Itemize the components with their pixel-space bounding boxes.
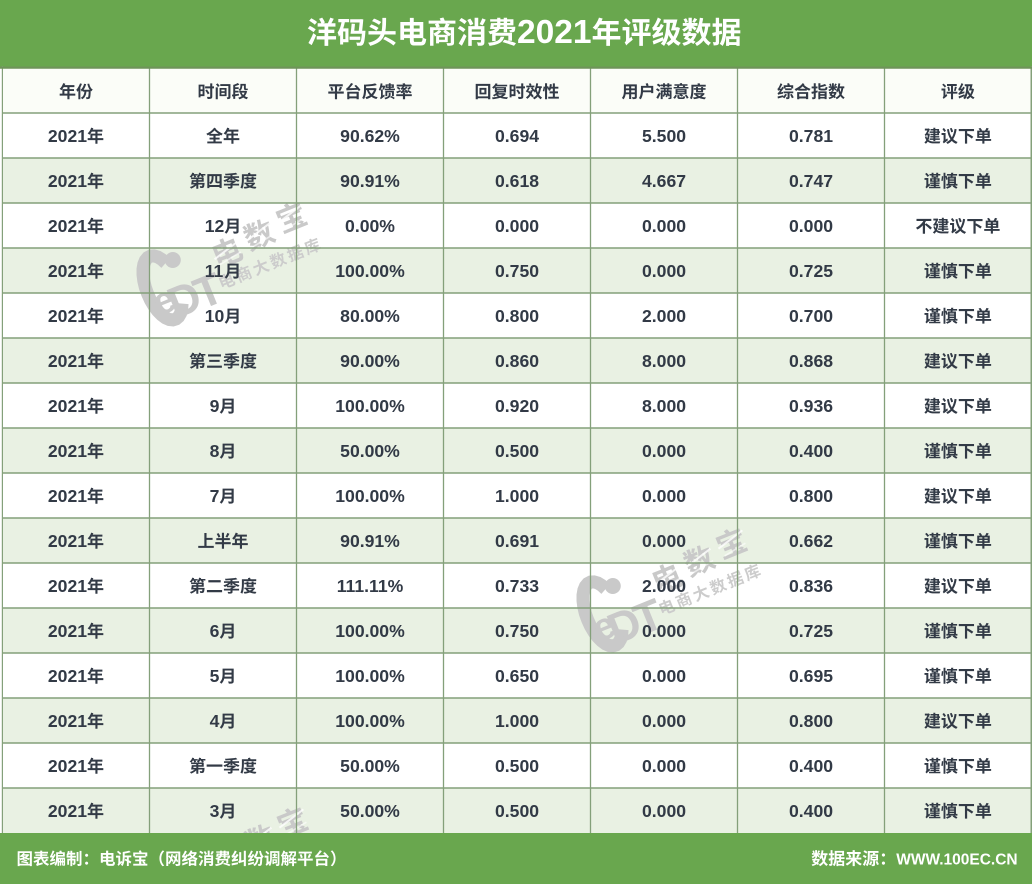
svg-text:2.000: 2.000	[642, 576, 686, 596]
svg-text:3: 3	[210, 801, 220, 821]
svg-text:0.000: 0.000	[642, 801, 686, 821]
svg-text:0.400: 0.400	[789, 756, 833, 776]
svg-text:0.920: 0.920	[495, 396, 539, 416]
svg-text:90.91%: 90.91%	[340, 171, 400, 191]
svg-text:0.000: 0.000	[642, 711, 686, 731]
svg-text:2021: 2021	[48, 306, 87, 326]
svg-text:0.400: 0.400	[789, 441, 833, 461]
svg-text:90.91%: 90.91%	[340, 531, 400, 551]
svg-text:100.00%: 100.00%	[335, 486, 405, 506]
svg-text:0.868: 0.868	[789, 351, 833, 371]
svg-text:0.936: 0.936	[789, 396, 833, 416]
svg-text:100.00%: 100.00%	[335, 711, 405, 731]
svg-text:50.00%: 50.00%	[340, 756, 400, 776]
svg-text:6: 6	[210, 621, 220, 641]
svg-text:2021: 2021	[48, 621, 87, 641]
svg-text:0.860: 0.860	[495, 351, 539, 371]
svg-text:0.000: 0.000	[642, 621, 686, 641]
svg-text:2021: 2021	[48, 711, 87, 731]
svg-text:0.000: 0.000	[495, 216, 539, 236]
svg-text:0.400: 0.400	[789, 801, 833, 821]
svg-text:10: 10	[205, 306, 225, 326]
svg-text:9: 9	[210, 396, 220, 416]
svg-text:1.000: 1.000	[495, 711, 539, 731]
svg-text:100.00%: 100.00%	[335, 396, 405, 416]
svg-text:4.667: 4.667	[642, 171, 686, 191]
svg-text:0.000: 0.000	[642, 261, 686, 281]
svg-text:2021: 2021	[48, 531, 87, 551]
svg-text:1.000: 1.000	[495, 486, 539, 506]
svg-text:0.650: 0.650	[495, 666, 539, 686]
svg-text:0.800: 0.800	[789, 711, 833, 731]
svg-text:0.725: 0.725	[789, 621, 833, 641]
svg-text:111.11%: 111.11%	[337, 576, 404, 596]
svg-text:50.00%: 50.00%	[340, 441, 400, 461]
svg-text:0.000: 0.000	[642, 486, 686, 506]
svg-text:0.000: 0.000	[642, 441, 686, 461]
svg-text:2021: 2021	[48, 171, 87, 191]
svg-text:0.000: 0.000	[642, 531, 686, 551]
svg-text:4: 4	[210, 711, 220, 731]
svg-text:0.691: 0.691	[495, 531, 539, 551]
svg-text:2021: 2021	[48, 216, 87, 236]
svg-text:8: 8	[210, 441, 220, 461]
svg-text:11: 11	[205, 261, 224, 281]
svg-text:0.725: 0.725	[789, 261, 833, 281]
svg-text:7: 7	[210, 486, 220, 506]
svg-text:0.000: 0.000	[642, 666, 686, 686]
svg-text:0.800: 0.800	[789, 486, 833, 506]
svg-text:90.00%: 90.00%	[340, 351, 400, 371]
svg-text:0.000: 0.000	[642, 756, 686, 776]
svg-text:2021: 2021	[48, 351, 87, 371]
svg-text:2021: 2021	[48, 576, 87, 596]
svg-text:2021: 2021	[517, 14, 592, 51]
svg-text:2021: 2021	[48, 126, 87, 146]
svg-text:2021: 2021	[48, 441, 87, 461]
svg-text:0.000: 0.000	[642, 216, 686, 236]
svg-text:0.750: 0.750	[495, 621, 539, 641]
svg-text:0.694: 0.694	[495, 126, 539, 146]
svg-text:90.62%: 90.62%	[340, 126, 400, 146]
svg-text:0.500: 0.500	[495, 441, 539, 461]
svg-text:8.000: 8.000	[642, 396, 686, 416]
svg-text:0.618: 0.618	[495, 171, 539, 191]
svg-text:8.000: 8.000	[642, 351, 686, 371]
svg-text:2.000: 2.000	[642, 306, 686, 326]
svg-text:0.800: 0.800	[495, 306, 539, 326]
svg-text:100.00%: 100.00%	[335, 261, 405, 281]
svg-text:100.00%: 100.00%	[335, 621, 405, 641]
svg-text:50.00%: 50.00%	[340, 801, 400, 821]
svg-text:12: 12	[205, 216, 225, 236]
svg-text:100.00%: 100.00%	[335, 666, 405, 686]
svg-text:0.000: 0.000	[789, 216, 833, 236]
svg-text:0.500: 0.500	[495, 756, 539, 776]
svg-text:0.500: 0.500	[495, 801, 539, 821]
svg-text:0.781: 0.781	[789, 126, 833, 146]
svg-text:0.695: 0.695	[789, 666, 833, 686]
svg-text:2021: 2021	[48, 486, 87, 506]
svg-text:0.733: 0.733	[495, 576, 539, 596]
svg-text:2021: 2021	[48, 261, 87, 281]
svg-text:2021: 2021	[48, 666, 87, 686]
svg-text:0.747: 0.747	[789, 171, 833, 191]
svg-text:WWW.100EC.CN: WWW.100EC.CN	[896, 851, 1017, 868]
svg-text:2021: 2021	[48, 801, 87, 821]
svg-text:0.700: 0.700	[789, 306, 833, 326]
svg-text:2021: 2021	[48, 396, 87, 416]
svg-text:2021: 2021	[48, 756, 87, 776]
svg-text:0.00%: 0.00%	[345, 216, 395, 236]
svg-text:0.662: 0.662	[789, 531, 833, 551]
svg-text:5.500: 5.500	[642, 126, 686, 146]
svg-text:0.750: 0.750	[495, 261, 539, 281]
svg-text:5: 5	[210, 666, 220, 686]
svg-text:0.836: 0.836	[789, 576, 833, 596]
svg-text:80.00%: 80.00%	[340, 306, 400, 326]
